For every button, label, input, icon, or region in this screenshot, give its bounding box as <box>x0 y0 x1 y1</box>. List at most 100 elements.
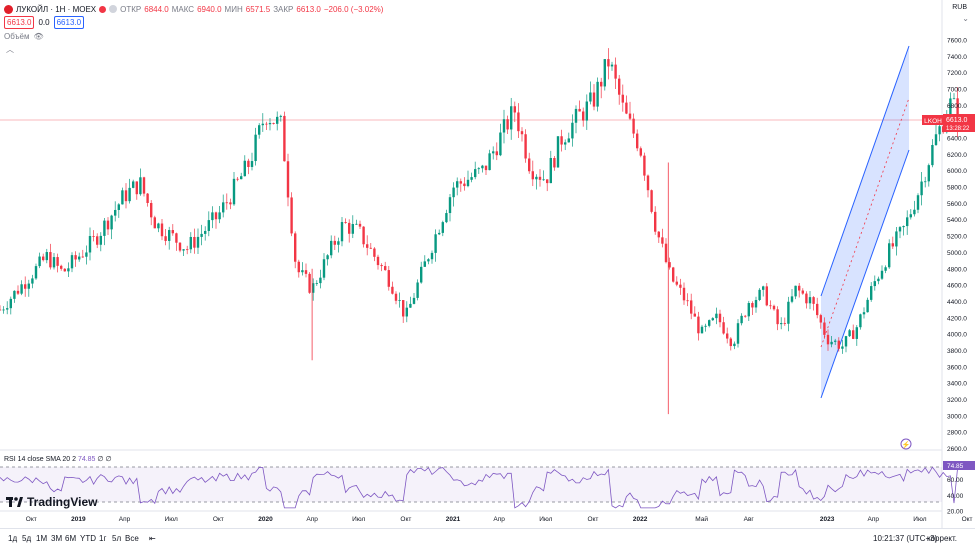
buy-button[interactable]: 6613.0 <box>53 16 85 29</box>
candle-body <box>330 240 333 256</box>
candle-body <box>765 286 768 306</box>
eye-icon[interactable]: 👁 <box>33 32 44 41</box>
candle-body <box>452 187 455 198</box>
candle-body <box>88 236 92 253</box>
candle-body <box>661 237 664 244</box>
candle-body <box>510 106 513 130</box>
candle-body <box>556 136 560 168</box>
candle-body <box>697 316 700 334</box>
current-price-value: 6613.0 <box>946 117 968 124</box>
candle-body <box>909 214 912 218</box>
candle-body <box>542 179 545 181</box>
candle-body <box>672 267 675 282</box>
clock-time[interactable]: 10:21:37 (UTC+3) <box>873 534 938 543</box>
price-tick-label: 4400.0 <box>947 299 967 306</box>
channel-lower-line[interactable] <box>820 149 910 399</box>
candle-body <box>574 108 578 123</box>
candle-body <box>2 309 5 311</box>
rsi-title[interactable]: RSI 14 close SMA 20 2 <box>4 456 76 463</box>
candle-body <box>589 92 592 102</box>
price-tick-label: 5400.0 <box>947 217 967 224</box>
range-ytd[interactable]: YTD <box>80 534 96 543</box>
candle-body <box>870 286 873 300</box>
range-6m[interactable]: 6М <box>65 534 77 543</box>
candle-body <box>682 287 686 301</box>
candle-body <box>114 209 117 216</box>
candle-body <box>646 175 650 191</box>
time-axis[interactable]: Окт 2019 Апр Июл Окт 2020 Апр Июл Окт 2021 Апр Июл О… <box>26 515 973 523</box>
candle-body <box>758 289 761 300</box>
candle-body <box>762 286 765 290</box>
candle-body <box>427 259 430 262</box>
candle-body <box>63 268 66 272</box>
price-axis[interactable]: 2600.0 2800.0 3000.0 3200.0 3400.0 3600.0 3800… <box>947 38 967 454</box>
symbol-title[interactable]: ЛУКОЙЛ · 1Н · MOEX <box>16 4 97 14</box>
candle-body <box>618 78 621 95</box>
currency-label[interactable]: RUB <box>952 4 967 11</box>
candle-body <box>715 313 718 319</box>
candle-body <box>488 153 491 171</box>
candle-body <box>106 220 110 230</box>
open-value: 6844.0 <box>144 4 169 14</box>
candle-body <box>236 178 239 180</box>
candle-body <box>297 261 300 273</box>
candle-body <box>204 230 207 234</box>
candle-body <box>240 176 243 180</box>
price-chart[interactable]: 2600.0 2800.0 3000.0 3200.0 3400.0 3600.0 3800… <box>0 0 975 528</box>
candle-body <box>348 222 351 234</box>
range-1y[interactable]: 1г <box>99 534 107 543</box>
range-3m[interactable]: 3М <box>51 534 63 543</box>
time-tick-label: Авг <box>744 516 755 523</box>
candle-body <box>499 132 502 156</box>
time-tick-label: Июл <box>165 516 178 523</box>
regression-channel-fill[interactable] <box>821 46 909 398</box>
time-tick-label: 2021 <box>446 516 461 523</box>
candle-body <box>333 240 336 245</box>
candle-body <box>790 296 794 302</box>
range-1m[interactable]: 1М <box>36 534 48 543</box>
adjust-button[interactable]: коррект. <box>927 534 957 543</box>
range-5y[interactable]: 5л <box>112 534 122 543</box>
tradingview-logo[interactable]: TradingView <box>6 495 97 509</box>
chevron-down-icon[interactable]: ⌄ <box>962 14 969 23</box>
candle-body <box>783 323 786 324</box>
candle-body <box>441 222 444 233</box>
candle-body <box>124 190 128 202</box>
price-tick-label: 4800.0 <box>947 266 967 273</box>
candle-body <box>178 242 182 251</box>
channel-upper-line[interactable] <box>820 45 910 297</box>
candle-body <box>312 283 315 293</box>
candle-body <box>798 285 801 291</box>
candle-body <box>920 181 923 196</box>
candle-body <box>182 249 185 251</box>
candle-body <box>139 177 142 195</box>
sell-button[interactable]: 6613.0 <box>4 16 35 29</box>
candle-body <box>265 123 268 125</box>
collapse-legend-icon[interactable]: ︿ <box>6 45 14 54</box>
date-range-icon[interactable]: ⇤ <box>149 534 156 543</box>
candle-body <box>128 187 131 202</box>
candle-body <box>24 284 27 289</box>
candle-body <box>416 282 419 298</box>
candle-body <box>6 308 9 310</box>
candle-body <box>891 243 894 247</box>
candle-body <box>852 330 855 339</box>
candle-body <box>74 255 77 260</box>
candle-body <box>38 256 41 267</box>
candle-body <box>956 98 959 127</box>
range-1d[interactable]: 1д <box>8 534 18 543</box>
range-5d[interactable]: 5д <box>22 534 32 543</box>
time-tick-label: Апр <box>868 516 880 523</box>
current-price-box <box>943 114 975 132</box>
candle-body <box>484 165 488 171</box>
time-tick-label: Июл <box>913 516 926 523</box>
candle-body <box>132 181 135 188</box>
candle-body <box>675 281 678 285</box>
range-all[interactable]: Все <box>125 534 139 543</box>
candle-body <box>927 165 930 182</box>
candle-body <box>632 118 635 134</box>
alert-icon[interactable] <box>900 438 912 450</box>
candle-body <box>549 157 552 184</box>
candle-body <box>340 222 344 242</box>
candle-body <box>520 131 524 135</box>
